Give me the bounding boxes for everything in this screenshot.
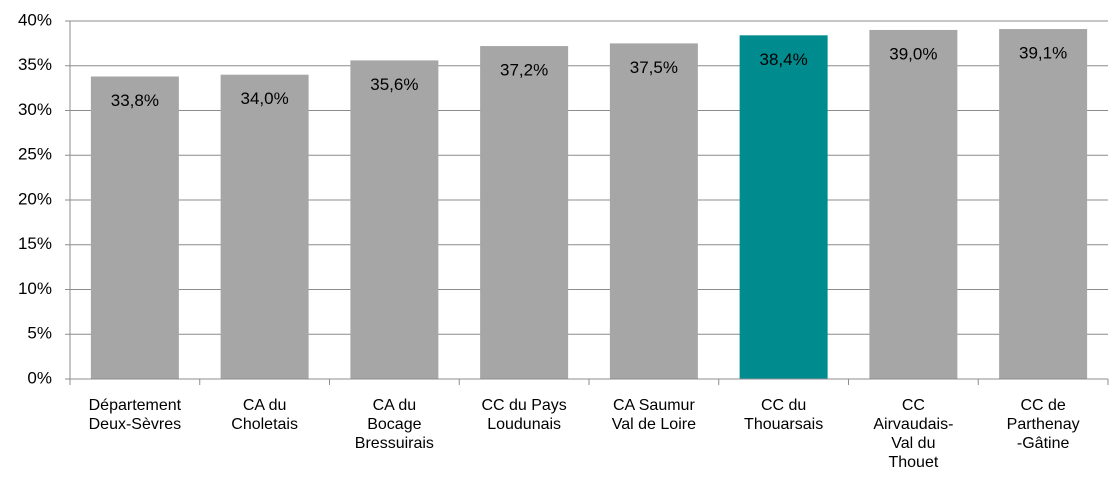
y-tick-label: 35%: [18, 55, 52, 74]
y-tick-label: 40%: [18, 10, 52, 29]
bar: [869, 29, 958, 379]
y-tick-label: 25%: [18, 145, 52, 164]
bar: [609, 43, 698, 379]
y-tick-label: 15%: [18, 234, 52, 253]
data-label: 39,1%: [1019, 44, 1067, 63]
x-tick-label: CC Airvaudais- Val du Thouet: [873, 397, 954, 471]
x-tick-label: CC du Pays Loudunais: [481, 397, 567, 433]
bar: [90, 76, 179, 380]
x-tick-label: CA du Choletais: [231, 397, 298, 433]
y-tick-label: 5%: [27, 324, 52, 343]
bar: [999, 29, 1088, 380]
data-label: 35,6%: [370, 75, 418, 94]
data-label: 34,0%: [241, 89, 289, 108]
data-label: 37,5%: [630, 58, 678, 77]
y-tick-label: 30%: [18, 100, 52, 119]
data-label: 33,8%: [111, 91, 159, 110]
data-label: 38,4%: [760, 50, 808, 69]
x-tick-label: Département Deux-Sèvres: [88, 397, 182, 433]
y-tick-label: 0%: [27, 368, 52, 387]
data-label: 37,2%: [500, 61, 548, 80]
x-tick-label: CA Saumur Val de Loire: [611, 397, 696, 433]
bar: [480, 46, 569, 380]
y-tick-label: 20%: [18, 189, 52, 208]
x-tick-label: CC de Parthenay -Gâtine: [1006, 397, 1080, 452]
bar: [220, 74, 309, 379]
bar: [350, 60, 439, 379]
x-tick-label: CC du Thouarsais: [744, 397, 824, 433]
data-label: 39,0%: [889, 44, 937, 63]
bar: [739, 35, 828, 379]
y-tick-label: 10%: [18, 279, 52, 298]
x-tick-label: CA du Bocage Bressuirais: [354, 397, 434, 452]
